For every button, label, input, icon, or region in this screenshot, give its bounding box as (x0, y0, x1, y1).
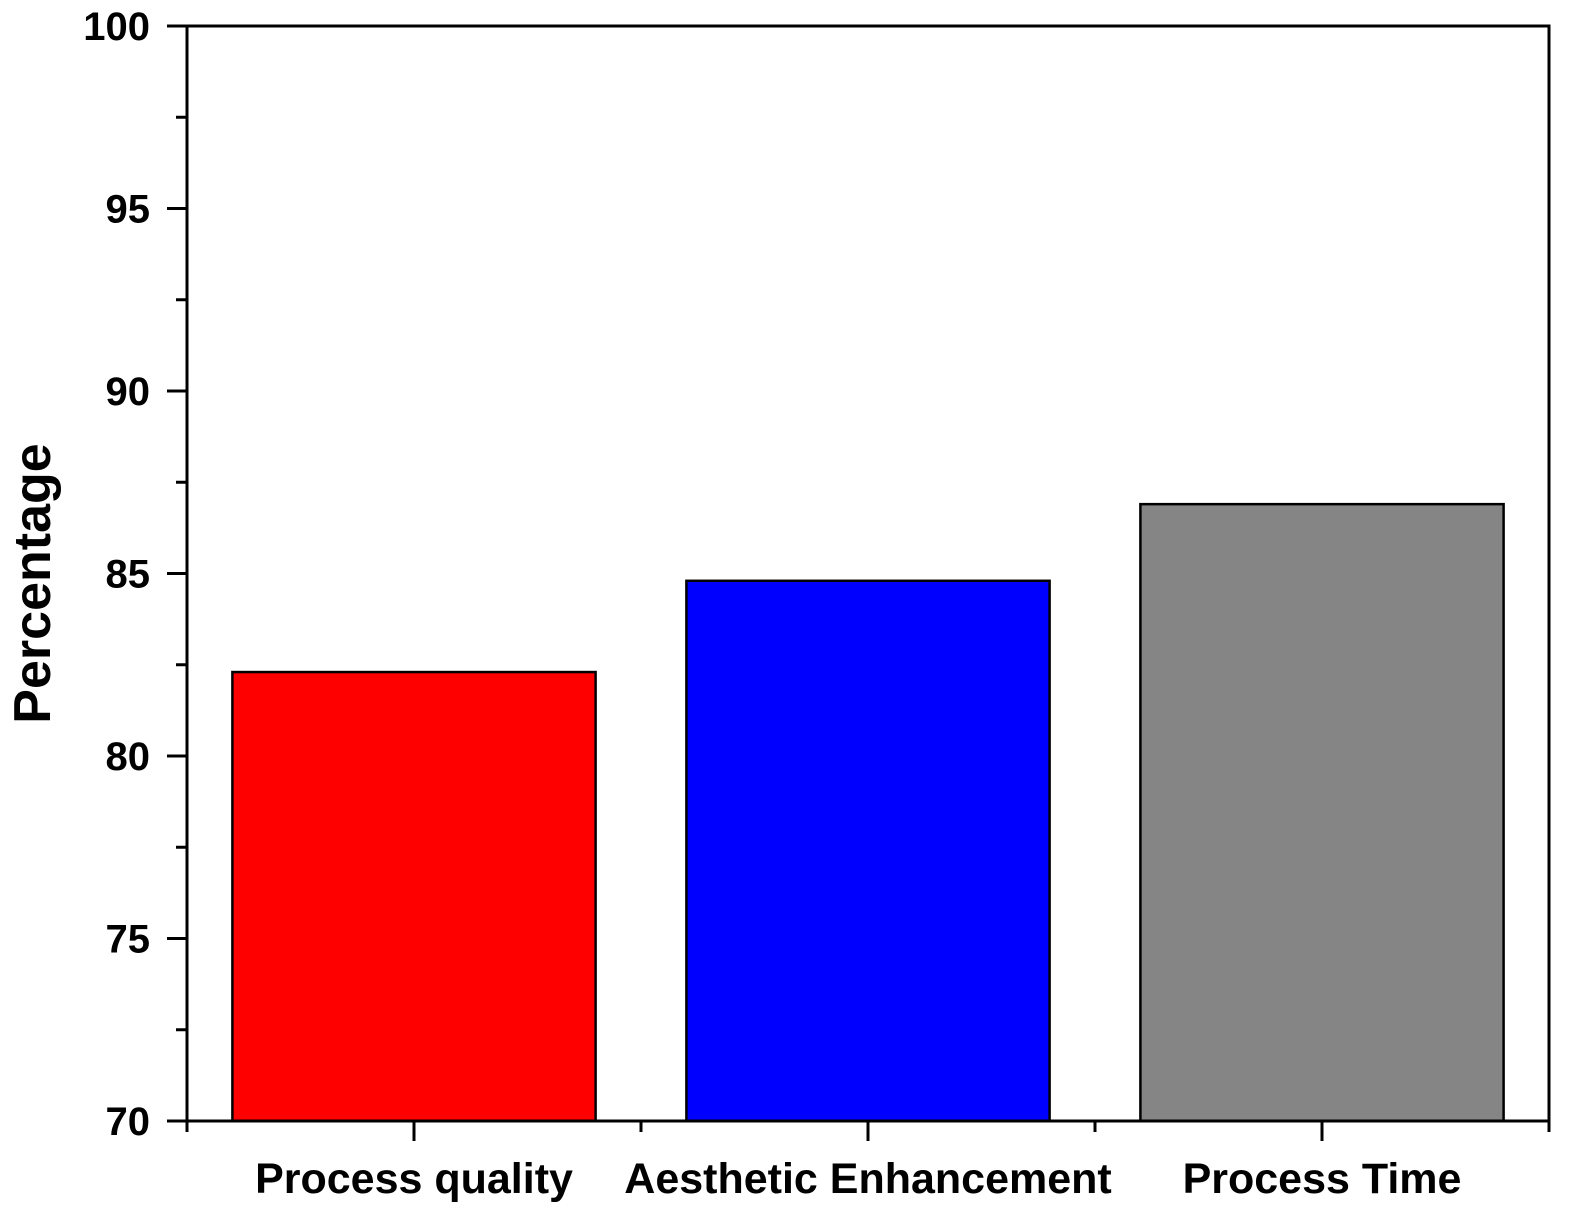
y-tick-label: 100 (83, 5, 150, 49)
y-axis-tick-labels: 70 75 80 85 90 95 100 (83, 5, 150, 1144)
bar-aesthetic-enhancement (685, 579, 1051, 1123)
y-tick-label: 85 (106, 553, 151, 597)
y-tick-label: 75 (106, 918, 151, 962)
y-tick-label: 95 (106, 188, 151, 232)
x-tick-label: Aesthetic Enhancement (624, 1155, 1111, 1203)
y-tick-label: 70 (106, 1100, 151, 1144)
x-axis-ticks (185, 1121, 1551, 1141)
y-tick-label: 90 (106, 370, 151, 414)
x-tick-label: Process quality (255, 1155, 573, 1203)
bar-process-quality (231, 670, 597, 1123)
bar-process-time (1139, 502, 1505, 1123)
x-axis-category-labels: Process quality Aesthetic Enhancement Proc… (255, 1155, 1461, 1203)
y-axis-title: Percentage (4, 443, 62, 723)
y-axis-ticks (167, 24, 187, 1123)
y-tick-label: 80 (106, 735, 151, 779)
bars-group (231, 502, 1505, 1123)
x-tick-label: Process Time (1183, 1155, 1462, 1203)
